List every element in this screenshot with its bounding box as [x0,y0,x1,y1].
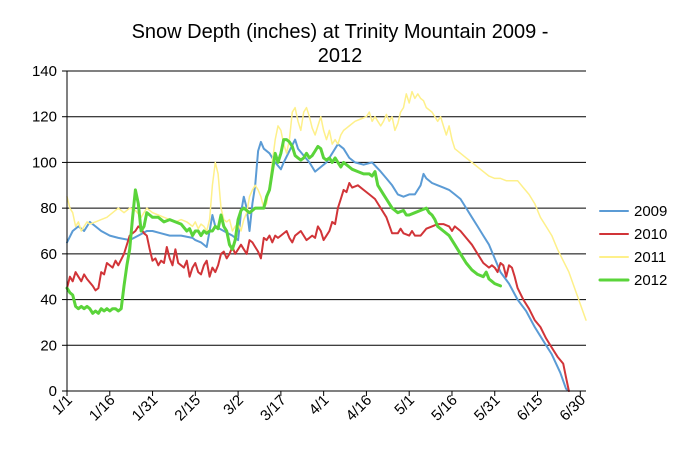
x-tick-label-2: 1/31 [129,392,162,425]
x-tick-label-3: 2/15 [171,392,204,425]
series-line-2012 [65,138,502,315]
x-tick-label-8: 5/1 [391,392,418,419]
series-line-2009 [66,138,570,392]
axes [66,71,586,392]
x-tick-label-4: 3/2 [220,392,247,419]
series-line-2010 [66,182,570,392]
x-tick-label-9: 5/16 [428,392,461,425]
y-tick-label-80: 80 [40,200,57,217]
y-tick-label-100: 100 [32,154,57,171]
legend-label-2012: 2012 [634,272,667,289]
y-tick-label-120: 120 [32,109,57,126]
x-tick-label-6: 4/1 [306,392,333,419]
legend-label-2011: 2011 [634,249,666,266]
legend-label-2010: 2010 [634,226,667,243]
x-tick-label-7: 4/16 [343,392,376,425]
x-tick-label-10: 5/31 [471,392,504,425]
legend-label-2009: 2009 [634,203,667,220]
y-axis-ticks: 0 20 40 60 80 100 120 140 [32,63,67,400]
x-tick-label-12: 6/30 [556,392,589,425]
y-tick-label-140: 140 [32,63,57,80]
x-tick-label-1: 1/16 [86,392,119,425]
gridlines [67,70,586,346]
y-tick-label-40: 40 [40,292,57,309]
chart-title-line-2: 2012 [318,45,363,67]
y-tick-label-0: 0 [49,383,57,400]
legend: 2009 2010 2011 2012 [598,203,667,289]
x-tick-label-11: 6/15 [514,392,547,425]
y-tick-label-20: 20 [40,337,57,354]
y-tick-label-60: 60 [40,246,57,263]
x-axis-ticks: 1/1 1/16 1/31 2/15 3/2 3/17 4/1 4/16 5/1 5/16 5/31… [49,391,589,424]
chart-title-line-1: Snow Depth (inches) at Trinity Mountain … [132,21,549,43]
series-layer [65,90,587,392]
x-tick-label-5: 3/17 [257,392,290,425]
chart-title: Snow Depth (inches) at Trinity Mountain … [132,21,549,67]
series-line-2011 [66,90,587,321]
